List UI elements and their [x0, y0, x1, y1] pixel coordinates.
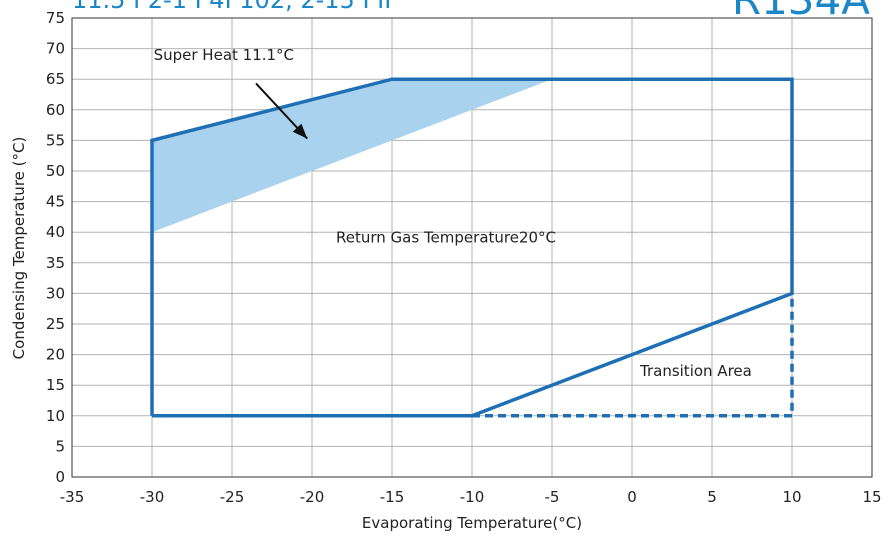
y-tick-label: 10	[46, 407, 65, 425]
annotations: Super Heat 11.1°C Return Gas Temperature2…	[154, 46, 752, 380]
x-tick-label: 15	[862, 488, 881, 506]
refrigerant-label: R134A	[732, 0, 870, 24]
y-tick-label: 20	[46, 346, 65, 364]
x-tick-label: -30	[140, 488, 165, 506]
y-tick-label: 55	[46, 131, 65, 149]
x-axis-title: Evaporating Temperature(°C)	[362, 514, 582, 532]
y-tick-label: 60	[46, 101, 65, 119]
y-tick-label: 70	[46, 40, 65, 58]
plot-border	[71, 17, 873, 478]
plot-frame	[71, 17, 873, 478]
x-tick-label: -35	[60, 488, 85, 506]
y-tick-label: 15	[46, 376, 65, 394]
x-tick-label: -25	[220, 488, 245, 506]
header-title: 11.5 I 2-1 I 4I 102, 2-15 I II	[72, 0, 391, 14]
y-tick-label: 30	[46, 284, 65, 302]
x-tick-label: -5	[545, 488, 560, 506]
arrow-head	[292, 123, 308, 139]
y-tick-label: 35	[46, 254, 65, 272]
x-tick-label: -20	[300, 488, 325, 506]
x-tick-label: 0	[627, 488, 637, 506]
y-tick-label: 40	[46, 223, 65, 241]
x-tick-label: 5	[707, 488, 717, 506]
x-tick-label: -10	[460, 488, 485, 506]
x-tick-label: 10	[782, 488, 801, 506]
y-tick-label: 25	[46, 315, 65, 333]
x-tick-labels: -35 -30 -25 -20 -15 -10 -5 0 5 10 15	[60, 488, 882, 506]
y-axis-title: Condensing Temperature (°C)	[10, 137, 28, 360]
y-tick-label: 45	[46, 193, 65, 211]
y-tick-label: 65	[46, 70, 65, 88]
annotation-label: Transition Area	[639, 362, 752, 380]
x-tick-label: -15	[380, 488, 405, 506]
y-tick-label: 50	[46, 162, 65, 180]
y-tick-labels: 0 5 10 15 20 25 30 35 40 45 50 55 60 65 70 75	[46, 9, 65, 486]
arrow-annotation	[255, 82, 308, 140]
y-tick-label: 75	[46, 9, 65, 27]
envelope-lines	[150, 77, 794, 418]
transition-boundary-line	[472, 293, 794, 418]
annotation-label: Super Heat 11.1°C	[154, 46, 294, 64]
y-tick-label: 5	[55, 437, 65, 455]
superheat-region	[152, 79, 552, 233]
annotation-label: Return Gas Temperature20°C	[336, 229, 556, 247]
y-tick-label: 0	[55, 468, 65, 486]
